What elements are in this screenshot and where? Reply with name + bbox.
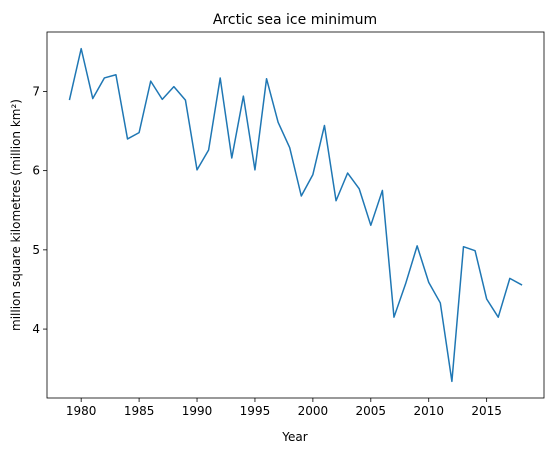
x-tick-label: 1980 xyxy=(66,404,97,418)
x-tick-label: 2005 xyxy=(356,404,387,418)
x-tick-label: 1990 xyxy=(182,404,213,418)
x-tick-label: 2000 xyxy=(298,404,329,418)
y-tick-label: 7 xyxy=(32,84,40,98)
plot-frame xyxy=(46,31,545,399)
y-tick-label: 5 xyxy=(32,243,40,257)
y-tick-label: 4 xyxy=(32,322,40,336)
y-axis: 4 5 6 7 xyxy=(32,84,47,336)
x-tick-label: 2010 xyxy=(413,404,444,418)
x-tick-label: 1995 xyxy=(240,404,271,418)
x-axis: 1980 1985 1990 1995 2000 2005 2010 2015 xyxy=(66,398,502,418)
series-layer xyxy=(68,47,523,383)
x-tick-label: 1985 xyxy=(124,404,155,418)
chart-title: Arctic sea ice minimum xyxy=(213,12,377,28)
y-axis-label: million square kilometres (million km²) xyxy=(9,99,23,331)
x-tick-label: 2015 xyxy=(471,404,502,418)
plot-area: 1980 1985 1990 1995 2000 2005 2010 2015 4 5 6 7 xyxy=(32,31,545,418)
series-line xyxy=(68,47,523,383)
y-tick-label: 6 xyxy=(32,164,40,178)
x-axis-label: Year xyxy=(281,430,307,444)
